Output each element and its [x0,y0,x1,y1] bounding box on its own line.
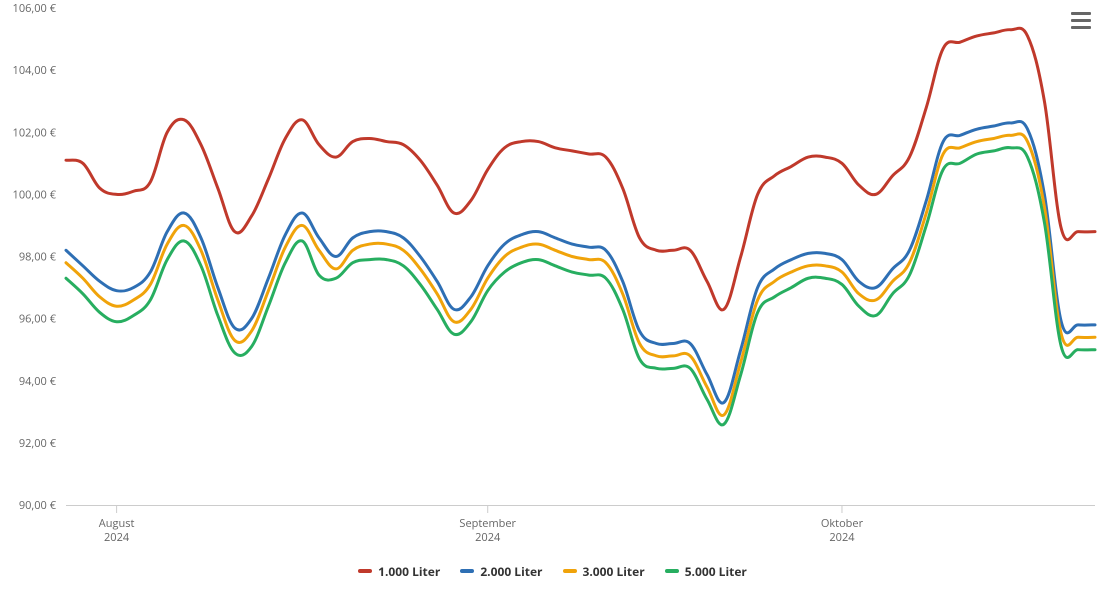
legend-swatch [563,569,577,573]
series-line[interactable] [66,28,1095,310]
series-line[interactable] [66,148,1095,425]
legend-item[interactable]: 5.000 Liter [665,563,747,580]
y-tick-label: 102,00 € [13,125,57,140]
legend-swatch [460,569,474,573]
y-tick-label: 92,00 € [19,436,57,451]
y-tick-label: 98,00 € [19,250,57,265]
chart-menu-icon[interactable] [1069,8,1093,30]
x-tick-month: August [99,516,135,531]
legend-item[interactable]: 1.000 Liter [358,563,440,580]
legend-label: 2.000 Liter [480,563,542,580]
y-tick-label: 100,00 € [13,187,57,202]
legend-swatch [358,569,372,573]
legend-label: 5.000 Liter [685,563,747,580]
y-tick-label: 106,00 € [13,1,57,16]
y-tick-label: 104,00 € [13,63,57,78]
price-chart: 90,00 € 92,00 € 94,00 € 96,00 € 98,00 € 100,0… [0,0,1105,602]
legend-label: 1.000 Liter [378,563,440,580]
legend-item[interactable]: 3.000 Liter [563,563,645,580]
chart-legend: 1.000 Liter 2.000 Liter 3.000 Liter 5.000 L… [0,560,1105,580]
y-tick-label: 90,00 € [19,498,57,513]
legend-label: 3.000 Liter [583,563,645,580]
legend-item[interactable]: 2.000 Liter [460,563,542,580]
legend-swatch [665,569,679,573]
x-tick-year: 2024 [475,530,501,545]
x-tick-year: 2024 [104,530,130,545]
y-tick-label: 96,00 € [19,312,57,327]
y-tick-label: 94,00 € [19,374,57,389]
x-tick-month: Oktober [821,516,864,531]
chart-plot-area: 90,00 € 92,00 € 94,00 € 96,00 € 98,00 € 100,0… [0,0,1105,602]
x-tick-month: September [459,516,516,531]
x-tick-year: 2024 [829,530,855,545]
